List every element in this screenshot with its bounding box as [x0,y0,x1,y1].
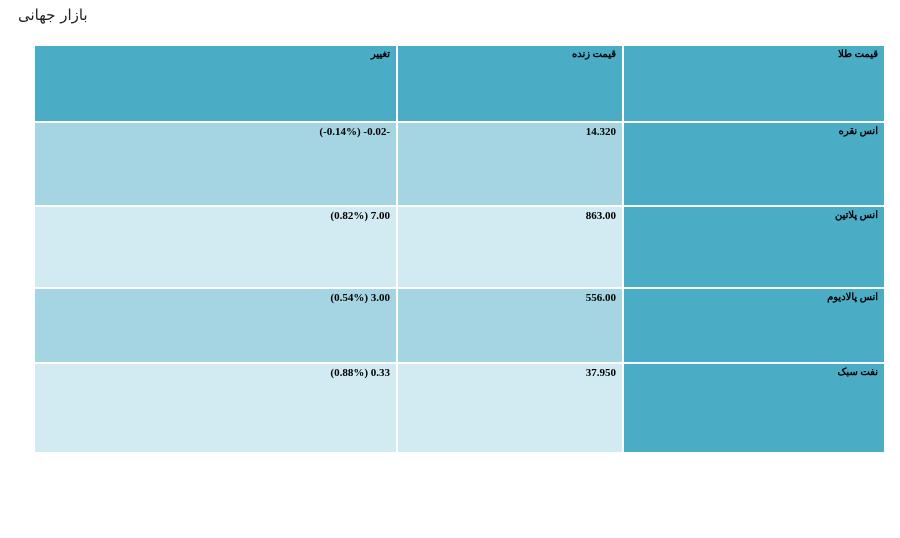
price: 14.320 [585,126,616,138]
table-row: انس نقره 14.320 (-0.14%) -0.02- [35,123,884,205]
row-label: نفت سبک [624,364,884,452]
price: 37.950 [585,367,616,379]
change: (0.88%) 0.33 [330,367,390,379]
page-title: بازار جهانی [18,6,88,24]
value-cell: (0.82%) 7.00 [35,207,396,287]
market-table: قیمت طلا قیمت زنده تغییر انس نقره 14.320 (-0… [33,44,886,454]
change: (-0.14%) -0.02- [319,126,390,138]
value-cell: 37.950 [398,364,622,452]
change: (0.82%) 7.00 [330,210,390,222]
change: (0.54%) 3.00 [330,292,390,304]
header-row: قیمت طلا قیمت زنده تغییر [35,46,884,121]
row-label: انس پلاتین [624,207,884,287]
value-cell: 556.00 [398,289,622,362]
value-cell: 14.320 [398,123,622,205]
price: 556.00 [585,292,616,304]
price: 863.00 [585,210,616,222]
header-cell: قیمت زنده [398,46,622,121]
header-cell: قیمت طلا [624,46,884,121]
value-cell: (-0.14%) -0.02- [35,123,396,205]
table-row: انس پالادیوم 556.00 (0.54%) 3.00 [35,289,884,362]
row-label: انس نقره [624,123,884,205]
table-row: نفت سبک 37.950 (0.88%) 0.33 [35,364,884,452]
table-row: انس پلاتین 863.00 (0.82%) 7.00 [35,207,884,287]
header-cell: تغییر [35,46,396,121]
value-cell: (0.54%) 3.00 [35,289,396,362]
value-cell: (0.88%) 0.33 [35,364,396,452]
value-cell: 863.00 [398,207,622,287]
row-label: انس پالادیوم [624,289,884,362]
